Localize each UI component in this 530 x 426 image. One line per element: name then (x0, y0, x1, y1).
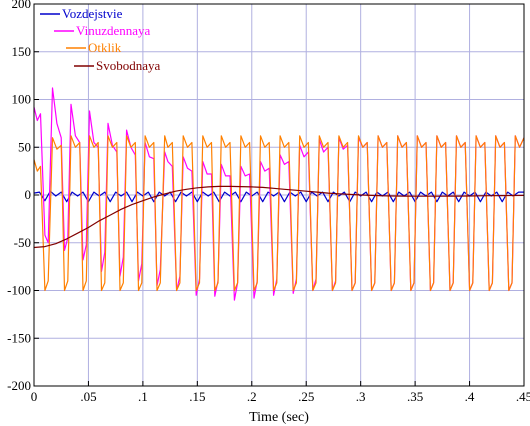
x-axis-label: Time (sec) (249, 410, 309, 425)
x-tick-label: .15 (189, 389, 205, 404)
legend-label: Vinuzdennaya (76, 23, 151, 38)
legend: Vozdejstvie Vinuzdennaya Otklik Svobodnaya (40, 6, 161, 73)
x-tick-label: .3 (356, 389, 366, 404)
x-tick-label: .05 (80, 389, 96, 404)
x-tick-label: .45 (516, 389, 530, 404)
y-tick-label: 0 (25, 187, 32, 202)
plot-frame (33, 3, 525, 387)
y-tick-label: 200 (12, 0, 32, 11)
series-lines (33, 87, 525, 301)
y-tick-label: -150 (7, 330, 31, 345)
legend-label: Svobodnaya (96, 58, 161, 73)
y-tick-label: 50 (18, 139, 31, 154)
x-tick-label: .2 (247, 389, 257, 404)
x-tick-label: .35 (407, 389, 423, 404)
y-tick-label: 150 (12, 44, 32, 59)
y-tick-label: -50 (14, 235, 31, 250)
x-tick-label: .4 (465, 389, 475, 404)
series-line-svobodnaya (33, 185, 525, 249)
legend-label: Vozdejstvie (62, 6, 123, 21)
y-tick-label: -200 (7, 378, 31, 393)
y-tick-label: -100 (7, 283, 31, 298)
y-tick-label: 100 (12, 92, 32, 107)
legend-label: Otklik (88, 40, 122, 55)
x-tick-label: 0 (31, 389, 38, 404)
x-tick-label: .1 (138, 389, 148, 404)
series-line-otklik (33, 135, 525, 292)
axis-ticks: 0 .05 .1 .15 .2 .25 .3 .35 .4 .45 -200 -150 -100 -50 0… (7, 0, 530, 404)
x-tick-label: .25 (298, 389, 314, 404)
